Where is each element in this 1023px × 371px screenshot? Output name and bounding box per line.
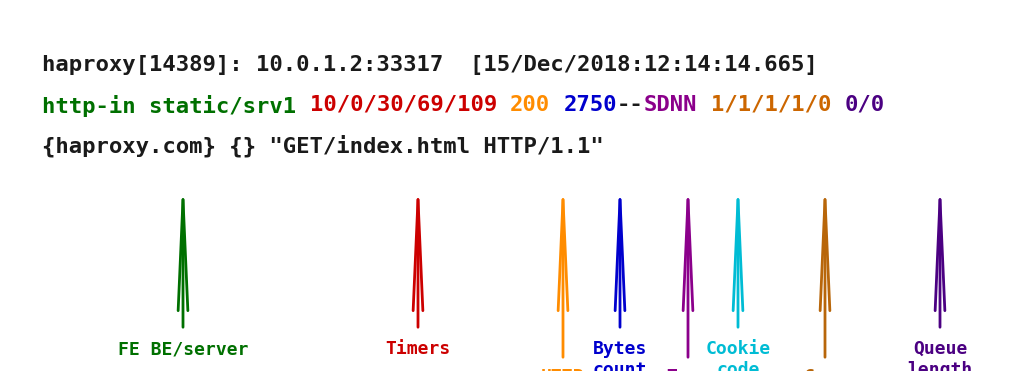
Text: FE BE/server: FE BE/server	[118, 340, 249, 358]
Text: 1/1/1/1/0: 1/1/1/1/0	[711, 95, 831, 115]
Text: Queue
length: Queue length	[907, 340, 973, 371]
Text: http-in static/srv1: http-in static/srv1	[42, 95, 310, 117]
Text: HTTP
status: HTTP status	[530, 368, 595, 371]
Text: Timers: Timers	[386, 340, 450, 358]
Text: --: --	[617, 95, 643, 115]
Text: 0/0: 0/0	[845, 95, 885, 115]
Text: SDNN: SDNN	[643, 95, 698, 115]
Text: 2750: 2750	[564, 95, 617, 115]
Text: Cookie
code: Cookie code	[706, 340, 770, 371]
Text: haproxy[14389]: 10.0.1.2:33317  [15/Dec/2018:12:14:14.665]: haproxy[14389]: 10.0.1.2:33317 [15/Dec/2…	[42, 55, 817, 75]
Text: {haproxy.com} {} "GET/index.html HTTP/1.1": {haproxy.com} {} "GET/index.html HTTP/1.…	[42, 135, 604, 157]
Text: Bytes
count: Bytes count	[592, 340, 648, 371]
Text: 200: 200	[510, 95, 550, 115]
Text: Conn
count: Conn count	[798, 368, 852, 371]
Text: Term
code: Term code	[666, 368, 710, 371]
Text: 10/0/30/69/109: 10/0/30/69/109	[310, 95, 497, 115]
